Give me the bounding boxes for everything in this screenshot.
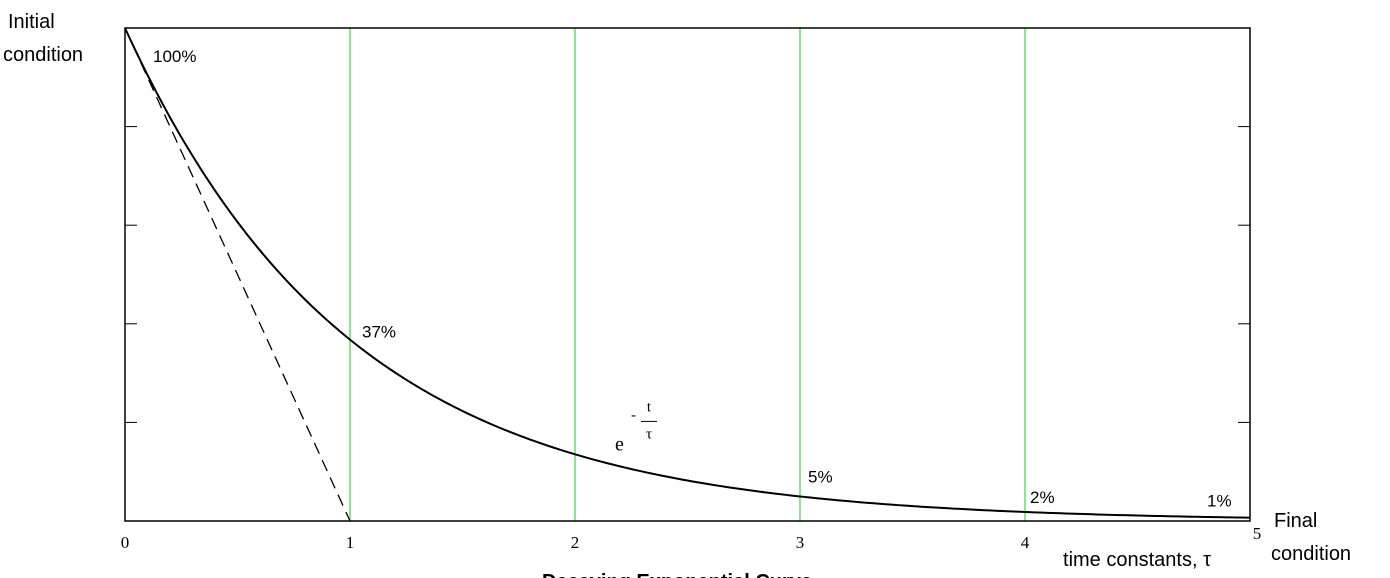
x-tick-label: 0: [121, 533, 130, 552]
y-top-label-line2: condition: [3, 44, 83, 66]
formula: e-tτ: [615, 399, 657, 455]
percent-label: 5%: [808, 467, 833, 486]
x-tick-label: 3: [796, 533, 805, 552]
x-tick-label: 4: [1021, 533, 1030, 552]
x-tick-label: 2: [571, 533, 580, 552]
formula-base: e: [615, 433, 624, 455]
x-tick-label: 1: [346, 533, 355, 552]
x-tick-label: 5: [1253, 524, 1262, 543]
formula-numerator: t: [647, 399, 652, 415]
x-end-label-line1: Final: [1274, 510, 1317, 532]
percent-label: 37%: [362, 323, 396, 342]
vertical-gridlines: [349, 28, 1026, 521]
formula-denominator: τ: [646, 426, 652, 442]
tangent-line: [124, 27, 351, 522]
x-axis-label: time constants, τ: [1063, 549, 1211, 571]
chart-title: Decaying Exponential Curve: [542, 571, 812, 578]
y-top-label-line1: Initial: [8, 11, 55, 33]
x-end-label-line2: condition: [1271, 543, 1351, 565]
percent-label: 100%: [153, 47, 196, 66]
plot-frame: [124, 27, 1251, 522]
percent-label: 1%: [1207, 492, 1232, 511]
chart-labels: 0 1 2 3 4 5 100% 37% 5% 2% 1% e-tτ Initial condition F…: [3, 11, 1351, 578]
exponential-curve: [124, 27, 1251, 519]
series-lines: [124, 27, 1251, 522]
y-axis-ticks: [125, 126, 1250, 423]
formula-sign: -: [631, 407, 636, 423]
percent-label: 2%: [1030, 488, 1055, 507]
